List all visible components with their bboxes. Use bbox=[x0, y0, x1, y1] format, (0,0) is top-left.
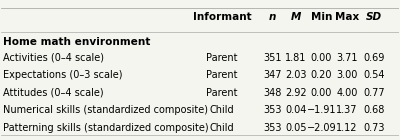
Text: 1.12: 1.12 bbox=[336, 123, 358, 133]
Text: 348: 348 bbox=[263, 88, 282, 98]
Text: Numerical skills (standardized composite): Numerical skills (standardized composite… bbox=[3, 105, 208, 115]
Text: 1.37: 1.37 bbox=[336, 105, 358, 115]
Text: 3.71: 3.71 bbox=[336, 53, 358, 63]
Text: 0.00: 0.00 bbox=[311, 88, 332, 98]
Text: 0.69: 0.69 bbox=[363, 53, 385, 63]
Text: Parent: Parent bbox=[206, 53, 238, 63]
Text: 0.05: 0.05 bbox=[285, 123, 307, 133]
Text: 0.73: 0.73 bbox=[363, 123, 385, 133]
Text: 2.03: 2.03 bbox=[285, 70, 307, 80]
Text: 0.77: 0.77 bbox=[363, 88, 385, 98]
Text: M: M bbox=[291, 12, 301, 22]
Text: 3.00: 3.00 bbox=[336, 70, 358, 80]
Text: Parent: Parent bbox=[206, 88, 238, 98]
Text: 0.00: 0.00 bbox=[311, 53, 332, 63]
Text: 353: 353 bbox=[263, 123, 282, 133]
Text: Child: Child bbox=[210, 105, 234, 115]
Text: 353: 353 bbox=[263, 105, 282, 115]
Text: Expectations (0–3 scale): Expectations (0–3 scale) bbox=[3, 70, 123, 80]
Text: Patterning skills (standardized composite): Patterning skills (standardized composit… bbox=[3, 123, 209, 133]
Text: Activities (0–4 scale): Activities (0–4 scale) bbox=[3, 53, 104, 63]
Text: Home math environment: Home math environment bbox=[3, 37, 151, 47]
Text: 351: 351 bbox=[263, 53, 282, 63]
Text: 0.04: 0.04 bbox=[286, 105, 307, 115]
Text: SD: SD bbox=[366, 12, 382, 22]
Text: 1.81: 1.81 bbox=[286, 53, 307, 63]
Text: −2.09: −2.09 bbox=[307, 123, 336, 133]
Text: n: n bbox=[269, 12, 276, 22]
Text: 347: 347 bbox=[263, 70, 282, 80]
Text: 2.92: 2.92 bbox=[285, 88, 307, 98]
Text: Attitudes (0–4 scale): Attitudes (0–4 scale) bbox=[3, 88, 104, 98]
Text: Informant: Informant bbox=[192, 12, 251, 22]
Text: −1.91: −1.91 bbox=[307, 105, 336, 115]
Text: Parent: Parent bbox=[206, 70, 238, 80]
Text: 0.20: 0.20 bbox=[311, 70, 332, 80]
Text: 0.68: 0.68 bbox=[363, 105, 385, 115]
Text: 4.00: 4.00 bbox=[336, 88, 358, 98]
Text: Min: Min bbox=[311, 12, 332, 22]
Text: Max: Max bbox=[335, 12, 359, 22]
Text: Child: Child bbox=[210, 123, 234, 133]
Text: 0.54: 0.54 bbox=[363, 70, 385, 80]
